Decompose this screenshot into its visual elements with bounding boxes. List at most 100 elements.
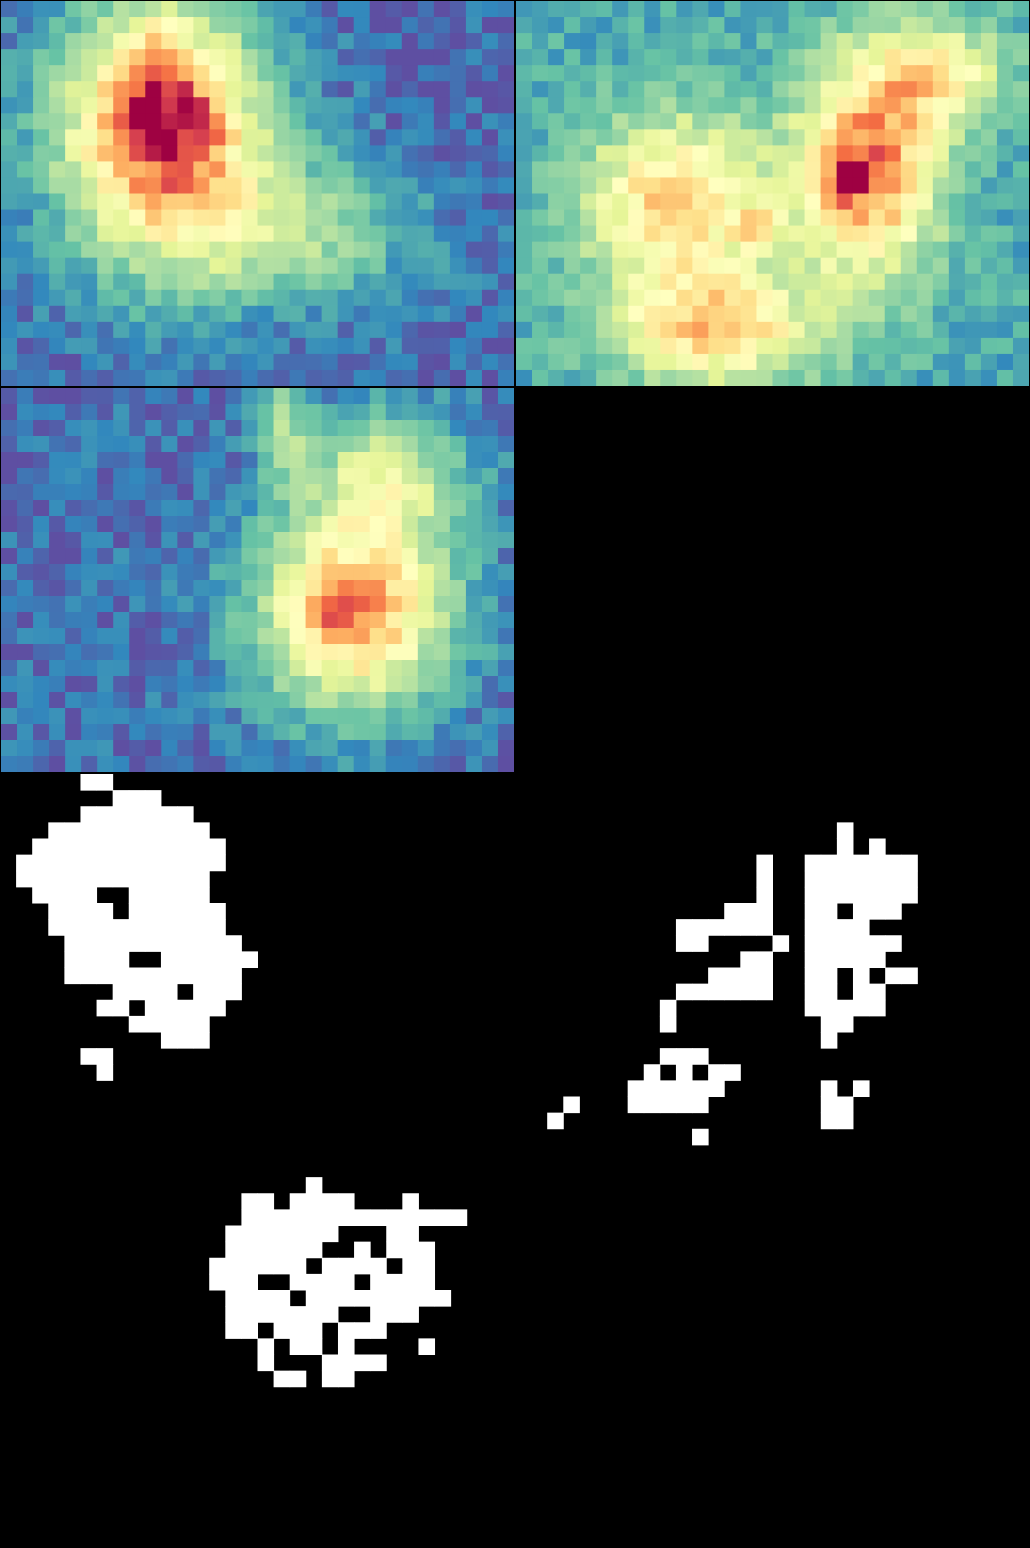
heatmap-cell (161, 452, 178, 469)
heatmap-cell (481, 692, 499, 709)
heatmap-cell (481, 516, 499, 533)
heatmap-cell (321, 500, 339, 517)
mask-pixel (96, 951, 114, 969)
heatmap-cell (532, 113, 549, 130)
mask-pixel (257, 1209, 275, 1227)
heatmap-cell (740, 17, 758, 34)
heatmap-3-svg (1, 388, 514, 772)
heatmap-cell (612, 1, 629, 18)
heatmap-cell (1012, 337, 1029, 355)
heatmap-cell (17, 97, 34, 114)
heatmap-cell (724, 113, 742, 130)
heatmap-cell (564, 321, 581, 339)
heatmap-cell (516, 81, 533, 98)
heatmap-cell (209, 740, 227, 757)
heatmap-cell (996, 193, 1014, 211)
heatmap-cell (497, 81, 514, 98)
heatmap-cell (337, 17, 355, 34)
heatmap-cell (980, 129, 998, 146)
heatmap-cell (756, 289, 774, 307)
heatmap-cell (628, 257, 645, 275)
heatmap-cell (49, 420, 66, 437)
heatmap-cell (241, 724, 259, 741)
heatmap-cell (497, 273, 514, 291)
heatmap-cell (321, 692, 339, 709)
heatmap-cell (33, 404, 50, 421)
heatmap-panel-2 (516, 1, 1029, 386)
heatmap-cell (273, 612, 291, 629)
mask-pixel (112, 790, 130, 807)
heatmap-cell (193, 740, 211, 757)
heatmap-cell (17, 305, 34, 323)
heatmap-cell (417, 724, 435, 741)
heatmap-cell (33, 209, 50, 227)
heatmap-cell (273, 452, 291, 469)
mask-pixel (273, 1370, 291, 1388)
heatmap-cell (1, 65, 18, 82)
heatmap-cell (273, 225, 291, 243)
heatmap-cell (49, 676, 66, 693)
heatmap-cell (129, 161, 146, 179)
heatmap-cell (113, 209, 130, 227)
mask-pixel (836, 822, 854, 840)
heatmap-cell (273, 161, 291, 179)
heatmap-cell (836, 113, 854, 130)
heatmap-cell (884, 177, 902, 195)
heatmap-cell (225, 500, 243, 517)
heatmap-cell (289, 564, 307, 581)
heatmap-cell (97, 532, 114, 549)
heatmap-cell (305, 596, 323, 613)
heatmap-cell (401, 708, 419, 725)
heatmap-cell (145, 532, 162, 549)
heatmap-cell (980, 113, 998, 130)
heatmap-cell (353, 532, 371, 549)
heatmap-cell (113, 81, 130, 98)
heatmap-cell (964, 81, 982, 98)
mask-pixel (675, 1048, 693, 1065)
heatmap-cell (337, 337, 355, 355)
heatmap-cell (33, 49, 50, 66)
heatmap-cell (177, 97, 194, 114)
heatmap-cell (1, 193, 18, 211)
heatmap-cell (401, 548, 419, 565)
heatmap-cell (49, 484, 66, 501)
heatmap-cell (1012, 257, 1029, 275)
heatmap-cell (81, 628, 98, 645)
heatmap-cell (145, 129, 162, 146)
heatmap-cell (465, 740, 483, 757)
heatmap-cell (257, 289, 275, 307)
heatmap-cell (481, 612, 499, 629)
mask-pixel (273, 1257, 291, 1275)
mask-pixel (724, 983, 741, 1001)
heatmap-cell (145, 369, 162, 386)
heatmap-cell (113, 273, 130, 291)
mask-pixel (144, 1015, 162, 1033)
heatmap-cell (900, 257, 918, 275)
heatmap-cell (129, 596, 146, 613)
heatmap-cell (836, 241, 854, 259)
mask-pixel (48, 903, 65, 920)
heatmap-cell (273, 628, 291, 645)
heatmap-cell (257, 65, 275, 82)
mask-pixel (885, 903, 902, 920)
heatmap-cell (273, 468, 291, 485)
heatmap-cell (1, 516, 18, 533)
heatmap-cell (740, 369, 758, 386)
heatmap-cell (321, 420, 339, 437)
heatmap-cell (481, 468, 499, 485)
mask-pixel (627, 1080, 645, 1098)
heatmap-cell (17, 644, 34, 661)
mask-pixel (193, 951, 210, 969)
heatmap-cell (241, 676, 259, 693)
heatmap-cell (49, 532, 66, 549)
heatmap-cell (145, 596, 162, 613)
heatmap-cell (1012, 193, 1029, 211)
heatmap-cell (49, 225, 66, 243)
mask-pixel (112, 919, 130, 936)
heatmap-cell (401, 468, 419, 485)
heatmap-cell (113, 404, 130, 421)
mask-pixel (804, 919, 822, 936)
heatmap-cell (433, 596, 451, 613)
heatmap-cell (193, 516, 211, 533)
